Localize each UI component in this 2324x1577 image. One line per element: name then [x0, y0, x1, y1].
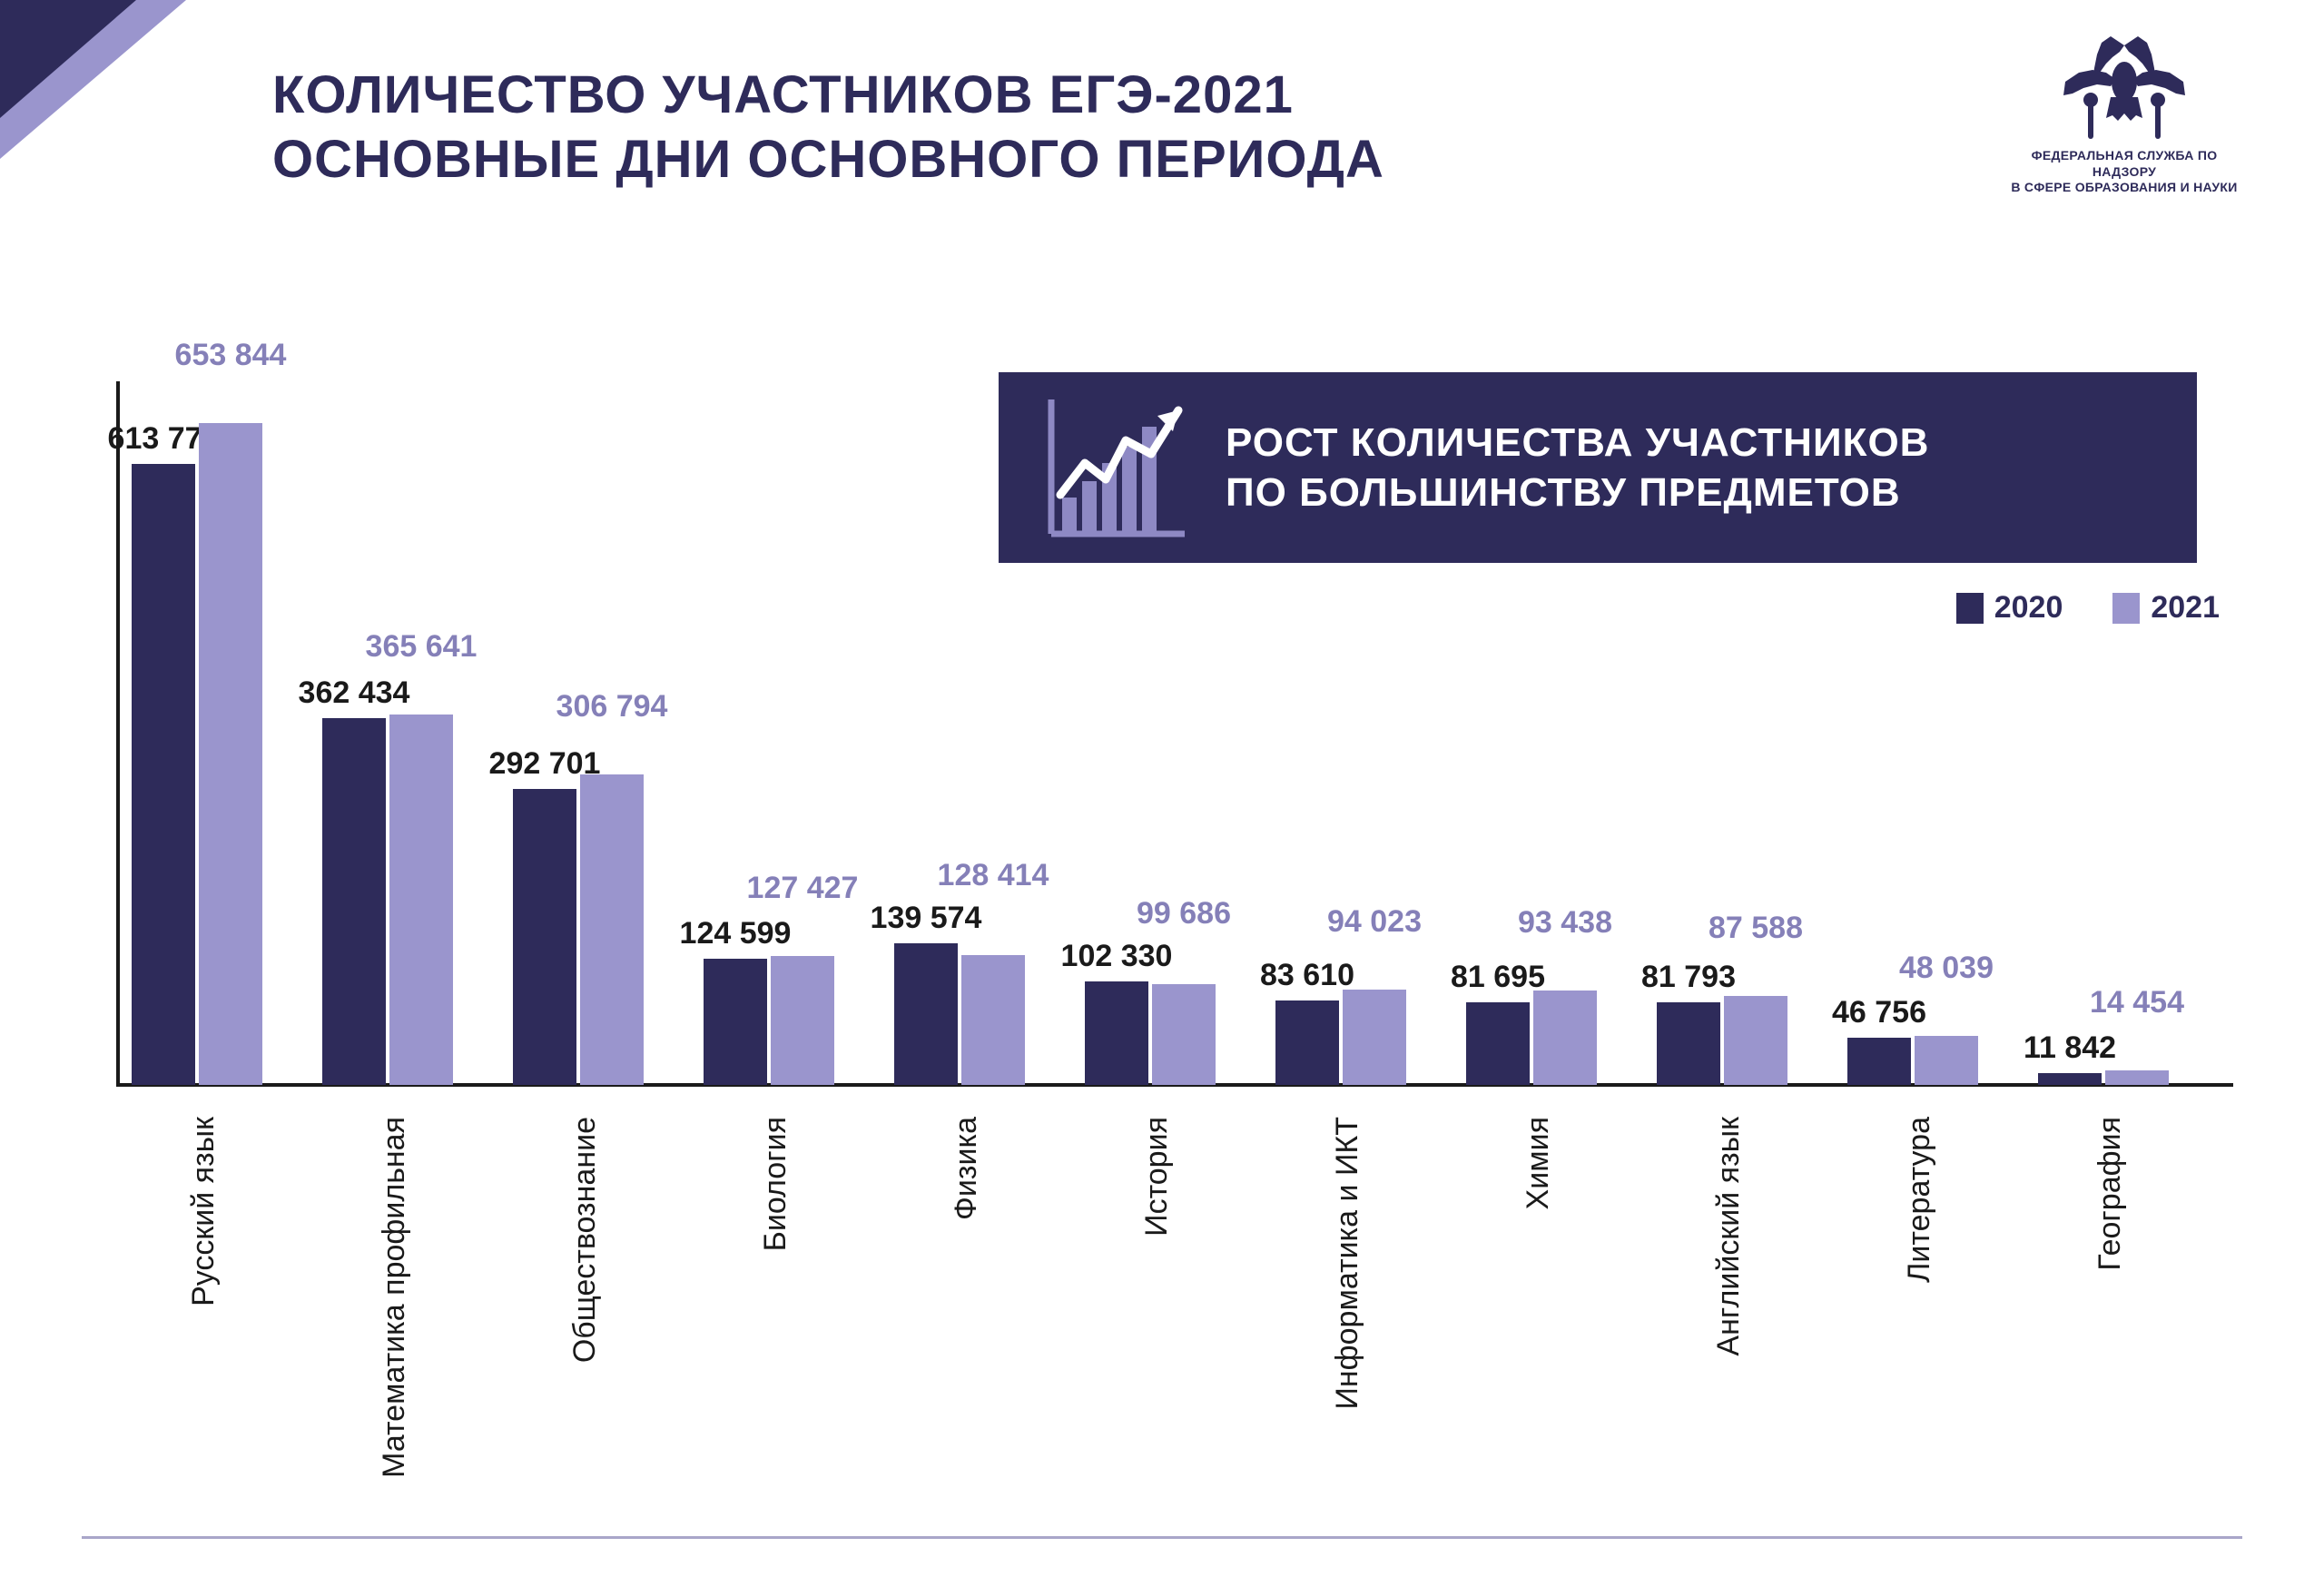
bar [1533, 991, 1597, 1085]
category-label: История [1139, 1117, 1175, 1237]
bar-value-label: 362 434 [299, 675, 410, 711]
bar-value-label: 81 695 [1451, 960, 1545, 995]
bar [1152, 984, 1216, 1085]
participants-bar-chart: 613 771653 844Русский язык362 434365 641… [91, 381, 2233, 1466]
corner-triangles [0, 0, 236, 200]
bar-group: 102 33099 686История [1085, 381, 1216, 1085]
bar-group: 139 574128 414Физика [894, 381, 1025, 1085]
bar-value-label: 99 686 [1137, 896, 1231, 931]
bar-value-label: 87 588 [1709, 911, 1803, 946]
category-label: Английский язык [1711, 1117, 1747, 1356]
bar [2105, 1070, 2169, 1085]
bar-group: 81 79387 588Английский язык [1657, 381, 1787, 1085]
bar [1724, 996, 1787, 1085]
bar-group: 81 69593 438Химия [1466, 381, 1597, 1085]
category-label: Биология [758, 1117, 793, 1251]
agency-name-line2: В СФЕРЕ ОБРАЗОВАНИЯ И НАУКИ [2006, 180, 2242, 196]
category-label: Литература [1902, 1117, 1937, 1283]
agency-name-line1: ФЕДЕРАЛЬНАЯ СЛУЖБА ПО НАДЗОРУ [2006, 148, 2242, 180]
agency-logo: ФЕДЕРАЛЬНАЯ СЛУЖБА ПО НАДЗОРУ В СФЕРЕ ОБ… [2006, 32, 2242, 196]
bar-value-label: 127 427 [747, 871, 859, 906]
bar [1275, 1000, 1339, 1085]
bar-value-label: 124 599 [680, 916, 792, 951]
agency-name: ФЕДЕРАЛЬНАЯ СЛУЖБА ПО НАДЗОРУ В СФЕРЕ ОБ… [2006, 148, 2242, 196]
bar-group: 11 84214 454География [2038, 381, 2169, 1085]
bar [961, 955, 1025, 1085]
bar [2038, 1073, 2102, 1085]
title-line2: ОСНОВНЫЕ ДНИ ОСНОВНОГО ПЕРИОДА [272, 128, 1384, 192]
bar [322, 718, 386, 1085]
category-label: Физика [949, 1117, 984, 1220]
bar [199, 423, 262, 1085]
bar [132, 464, 195, 1085]
bar [1915, 1036, 1978, 1085]
bar-value-label: 83 610 [1260, 958, 1354, 993]
bar [1657, 1002, 1720, 1085]
bar-group: 292 701306 794Обществознание [513, 381, 644, 1085]
eagle-emblem-icon [2056, 32, 2192, 141]
bar [389, 715, 453, 1085]
bar-value-label: 14 454 [2090, 985, 2184, 1020]
title-line1: КОЛИЧЕСТВО УЧАСТНИКОВ ЕГЭ-2021 [272, 64, 1384, 128]
category-label: Информатика и ИКТ [1330, 1117, 1365, 1410]
bar-group: 83 61094 023Информатика и ИКТ [1275, 381, 1406, 1085]
bar [1847, 1038, 1911, 1085]
category-label: Математика профильная [377, 1117, 412, 1478]
bar-value-label: 46 756 [1832, 995, 1926, 1030]
bar [1343, 990, 1406, 1085]
bar-value-label: 128 414 [938, 858, 1049, 893]
bar [894, 943, 958, 1085]
bar-group: 362 434365 641Математика профильная [322, 381, 453, 1085]
page-title: КОЛИЧЕСТВО УЧАСТНИКОВ ЕГЭ-2021 ОСНОВНЫЕ … [272, 64, 1384, 192]
bar-value-label: 139 574 [871, 901, 982, 936]
bar-value-label: 365 641 [366, 629, 478, 665]
bar-groups: 613 771653 844Русский язык362 434365 641… [91, 381, 2233, 1085]
category-label: Обществознание [567, 1117, 603, 1363]
bar-value-label: 306 794 [556, 689, 668, 724]
bar-group: 46 75648 039Литература [1847, 381, 1978, 1085]
bar-value-label: 94 023 [1327, 904, 1422, 940]
category-label: Химия [1521, 1117, 1556, 1209]
bar-group: 613 771653 844Русский язык [132, 381, 262, 1085]
bar-value-label: 81 793 [1641, 960, 1736, 995]
bar [1085, 981, 1148, 1085]
bar-value-label: 102 330 [1061, 939, 1173, 974]
bar-value-label: 653 844 [175, 338, 287, 373]
bar [1466, 1002, 1530, 1085]
bar [580, 774, 644, 1085]
bar [513, 789, 576, 1085]
footer-divider [82, 1536, 2242, 1539]
bar-group: 124 599127 427Биология [704, 381, 834, 1085]
bar-value-label: 48 039 [1899, 951, 1994, 986]
bar-value-label: 11 842 [2024, 1030, 2116, 1066]
bar [771, 956, 834, 1085]
category-label: География [2093, 1117, 2128, 1271]
bar-value-label: 93 438 [1518, 905, 1612, 941]
category-label: Русский язык [186, 1117, 222, 1306]
bar [704, 959, 767, 1085]
